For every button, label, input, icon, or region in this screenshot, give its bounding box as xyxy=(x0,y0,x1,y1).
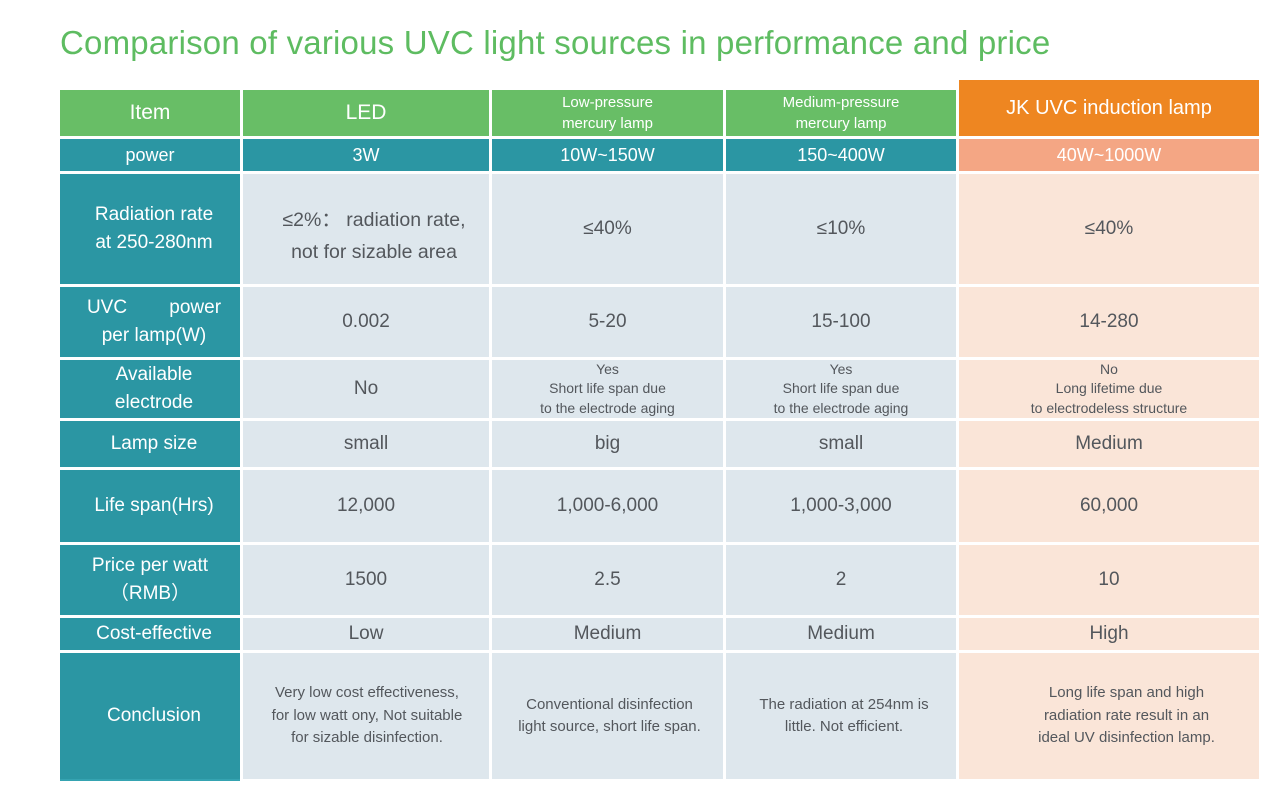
cell-lamp-size-medium: small xyxy=(726,421,956,467)
cell-cost-medium: Medium xyxy=(726,618,956,650)
cell-conclusion-low: Conventional disinfection light source, … xyxy=(492,653,723,779)
cell-lamp-size-low: big xyxy=(492,421,723,467)
row-label-life-span: Life span(Hrs) xyxy=(60,470,240,542)
header-low-pressure: Low-pressure mercury lamp xyxy=(492,90,723,136)
header-medium-pressure: Medium-pressure mercury lamp xyxy=(726,90,956,136)
cell-power-medium: 150~400W xyxy=(726,139,956,171)
cell-radiation-led: ≤2%： radiation rate, not for sizable are… xyxy=(243,174,489,284)
cell-cost-led: Low xyxy=(243,618,489,650)
cell-radiation-low: ≤40% xyxy=(492,174,723,284)
cell-life-span-jk: 60,000 xyxy=(959,470,1259,542)
row-label-cost-effective: Cost-effective xyxy=(60,618,240,650)
cell-power-low: 10W~150W xyxy=(492,139,723,171)
cell-price-led: 1500 xyxy=(243,545,489,615)
cell-conclusion-jk: Long life span and high radiation rate r… xyxy=(959,653,1259,779)
cell-life-span-led: 12,000 xyxy=(243,470,489,542)
cell-cost-jk: High xyxy=(959,618,1259,650)
cell-cost-low: Medium xyxy=(492,618,723,650)
cell-power-jk: 40W~1000W xyxy=(959,139,1259,171)
row-label-conclusion: Conclusion xyxy=(60,653,240,779)
header-item: Item xyxy=(60,90,240,136)
cell-conclusion-led: Very low cost effectiveness, for low wat… xyxy=(243,653,489,779)
header-led: LED xyxy=(243,90,489,136)
comparison-table: Item LED Low-pressure mercury lamp Mediu… xyxy=(60,80,1259,779)
cell-lamp-size-led: small xyxy=(243,421,489,467)
cell-uvc-power-low: 5-20 xyxy=(492,287,723,357)
cell-price-jk: 10 xyxy=(959,545,1259,615)
cell-price-low: 2.5 xyxy=(492,545,723,615)
cell-uvc-power-jk: 14-280 xyxy=(959,287,1259,357)
cell-life-span-low: 1,000-6,000 xyxy=(492,470,723,542)
cell-uvc-power-led: 0.002 xyxy=(243,287,489,357)
row-label-radiation-rate: Radiation rate at 250-280nm xyxy=(60,174,240,284)
cell-radiation-jk: ≤40% xyxy=(959,174,1259,284)
cell-conclusion-medium: The radiation at 254nm is little. Not ef… xyxy=(726,653,956,779)
cell-electrode-low: Yes Short life span due to the electrode… xyxy=(492,360,723,418)
cell-electrode-led: No xyxy=(243,360,489,418)
cell-electrode-medium: Yes Short life span due to the electrode… xyxy=(726,360,956,418)
row-label-lamp-size: Lamp size xyxy=(60,421,240,467)
cell-lamp-size-jk: Medium xyxy=(959,421,1259,467)
cell-electrode-jk: No Long lifetime due to electrodeless st… xyxy=(959,360,1259,418)
table-bottom-accent xyxy=(60,779,240,781)
row-label-power: power xyxy=(60,139,240,171)
cell-price-medium: 2 xyxy=(726,545,956,615)
row-label-available-electrode: Available electrode xyxy=(60,360,240,418)
cell-radiation-medium: ≤10% xyxy=(726,174,956,284)
row-label-price-per-watt: Price per watt （RMB） xyxy=(60,545,240,615)
cell-power-led: 3W xyxy=(243,139,489,171)
cell-uvc-power-medium: 15-100 xyxy=(726,287,956,357)
page-title: Comparison of various UVC light sources … xyxy=(60,24,1051,61)
cell-life-span-medium: 1,000-3,000 xyxy=(726,470,956,542)
row-label-uvc-power: UVC power per lamp(W) xyxy=(60,287,240,357)
header-jk-uvc: JK UVC induction lamp xyxy=(959,80,1259,136)
